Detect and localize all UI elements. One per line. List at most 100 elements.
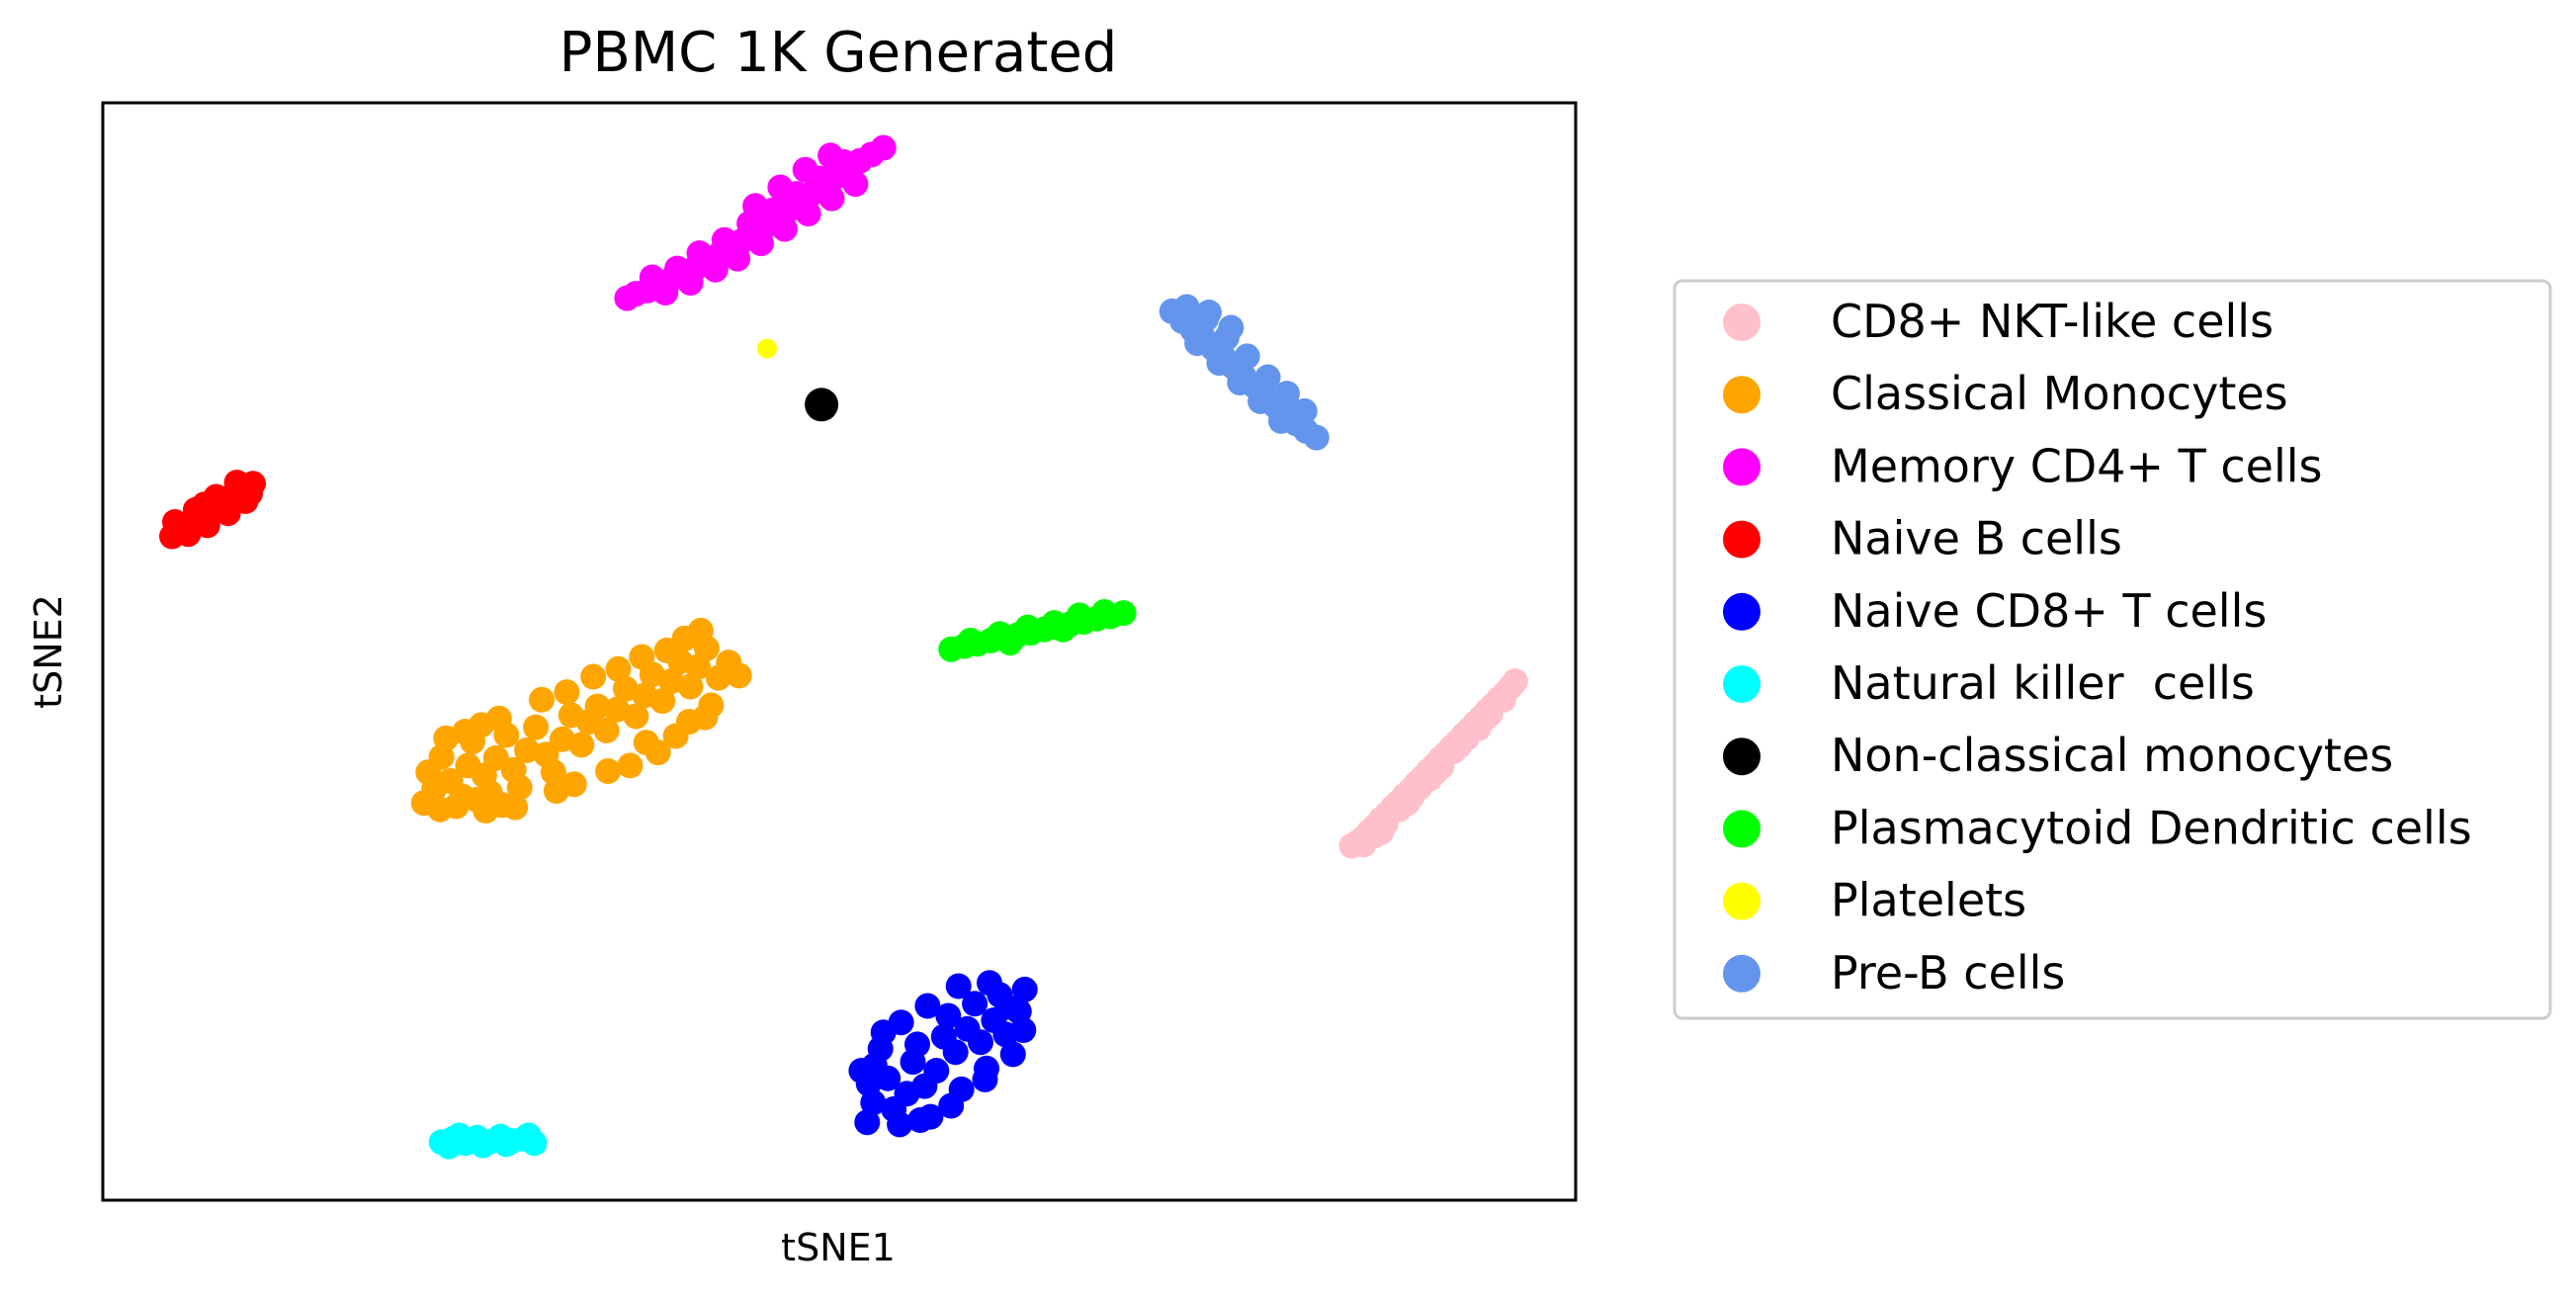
data-point <box>580 663 607 690</box>
data-point <box>470 1132 496 1159</box>
data-point <box>191 491 217 518</box>
data-point <box>1050 616 1076 643</box>
legend-marker <box>1723 592 1760 631</box>
data-point <box>629 644 655 670</box>
legend-items: CD8+ NKT-like cells Classical Monocytes Me… <box>1723 295 2472 999</box>
y-axis-label: tSNE2 <box>27 594 70 709</box>
legend-label: Pre-B cells <box>1831 946 2065 999</box>
data-point <box>887 1111 913 1138</box>
data-point <box>593 717 620 743</box>
data-point <box>726 662 752 689</box>
legend-marker <box>1723 810 1760 848</box>
data-point <box>237 480 263 507</box>
data-point <box>1502 668 1528 694</box>
data-point <box>436 1133 463 1160</box>
series-4 <box>848 970 1038 1138</box>
legend-label: Memory CD4+ T cells <box>1831 439 2323 492</box>
legend-marker <box>1723 376 1760 414</box>
series-3 <box>159 470 266 550</box>
data-point <box>1368 820 1395 846</box>
legend-item: CD8+ NKT-like cells <box>1723 295 2274 348</box>
data-point <box>1014 614 1041 641</box>
data-point <box>977 970 1002 997</box>
data-points-layer <box>159 134 1528 1160</box>
chart-title: PBMC 1K Generated <box>559 21 1118 85</box>
data-point <box>1399 783 1425 810</box>
data-point <box>493 1131 520 1158</box>
data-point <box>962 991 988 1017</box>
data-point <box>633 730 659 756</box>
data-point <box>1184 330 1211 357</box>
series-5 <box>428 1122 548 1160</box>
data-point <box>805 388 839 422</box>
data-point <box>523 714 550 740</box>
legend-item: Platelets <box>1723 874 2026 927</box>
series-8 <box>757 338 777 359</box>
data-point <box>702 256 729 283</box>
legend-marker <box>1723 448 1760 486</box>
data-point <box>617 752 644 779</box>
data-point <box>999 1041 1026 1068</box>
data-point <box>818 185 845 212</box>
legend-item: Memory CD4+ T cells <box>1723 439 2323 492</box>
data-point <box>1196 300 1222 325</box>
data-point <box>848 1058 875 1084</box>
data-point <box>795 201 821 227</box>
x-axis-label: tSNE1 <box>781 1226 896 1269</box>
data-point <box>649 688 676 714</box>
data-point <box>1491 686 1516 713</box>
legend-label: Classical Monocytes <box>1831 367 2288 420</box>
data-point <box>664 255 691 282</box>
legend-marker <box>1723 738 1760 776</box>
data-point <box>514 737 541 763</box>
data-point <box>502 794 529 821</box>
data-point <box>817 142 844 169</box>
data-point <box>1247 388 1274 414</box>
data-point <box>907 1107 933 1133</box>
data-point <box>639 264 665 291</box>
series-0 <box>1338 668 1528 859</box>
data-point <box>1110 600 1137 627</box>
data-point <box>957 627 984 653</box>
data-point <box>1303 424 1330 451</box>
data-point <box>515 1122 542 1149</box>
data-point <box>554 679 580 706</box>
series-2 <box>614 134 897 311</box>
data-point <box>1446 733 1473 759</box>
legend-frame <box>1673 279 2552 1020</box>
data-point <box>993 994 1020 1020</box>
data-point <box>792 156 818 183</box>
legend-item: Non-classical monocytes <box>1723 729 2393 782</box>
data-point <box>1010 1017 1037 1043</box>
data-point <box>686 240 713 267</box>
data-point <box>842 171 869 198</box>
data-point <box>771 216 798 242</box>
legend-label: Natural killer cells <box>1831 656 2255 710</box>
plot-frame <box>101 101 1578 1202</box>
data-point <box>623 703 649 730</box>
legend-item: Plasmacytoid Dendritic cells <box>1723 801 2472 854</box>
legend-item: Naive B cells <box>1723 512 2122 565</box>
data-point <box>996 630 1023 656</box>
data-point <box>1268 407 1294 434</box>
data-point <box>506 774 533 801</box>
data-point <box>543 778 569 804</box>
data-point <box>1473 705 1500 732</box>
data-point <box>945 973 972 999</box>
legend-marker <box>1723 304 1760 341</box>
data-point <box>677 673 704 700</box>
data-point <box>972 1066 998 1092</box>
data-point <box>662 723 689 749</box>
data-point <box>584 693 611 720</box>
data-point <box>1234 343 1260 370</box>
data-point <box>757 338 777 359</box>
legend-marker <box>1723 665 1760 703</box>
data-point <box>1274 381 1300 407</box>
legend-label: Plasmacytoid Dendritic cells <box>1831 801 2472 854</box>
data-point <box>935 1002 962 1029</box>
data-point <box>742 193 769 219</box>
data-point <box>923 1058 950 1084</box>
data-point <box>888 1009 914 1036</box>
data-point <box>914 993 941 1019</box>
